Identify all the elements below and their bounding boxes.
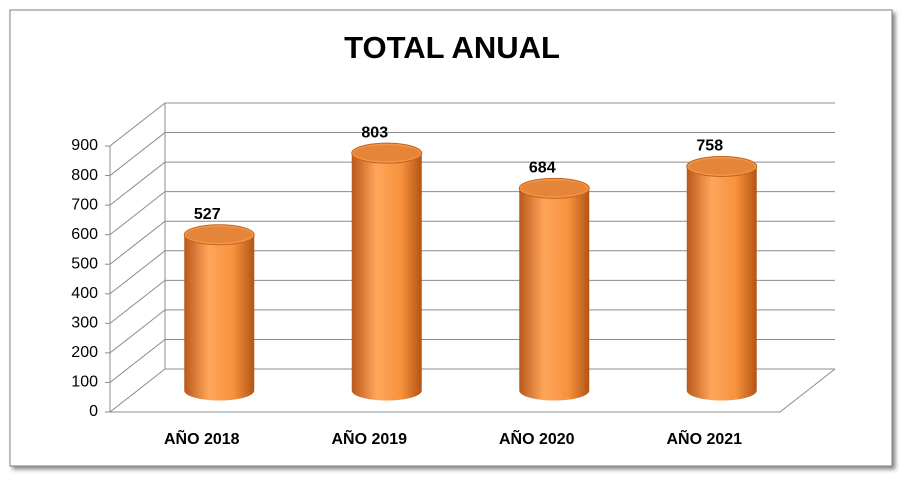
data-label: 527 (194, 206, 221, 223)
x-tick-label: AÑO 2018 (164, 428, 240, 448)
cylinder (519, 188, 590, 401)
grid-line (109, 161, 835, 206)
y-tick-label: 900 (71, 137, 98, 154)
cylinder (351, 153, 422, 401)
x-tick-label: AÑO 2019 (331, 428, 407, 448)
data-label: 758 (696, 138, 723, 155)
chart-title: TOTAL ANUAL (344, 30, 560, 65)
y-tick-label: 0 (89, 403, 98, 420)
grid-line (109, 250, 835, 295)
y-tick-label: 100 (71, 374, 98, 391)
grid-line (109, 220, 835, 265)
grid-line (109, 338, 835, 383)
y-tick-label: 500 (71, 255, 98, 272)
y-tick-label: 700 (71, 196, 98, 213)
cylinder-top-shade (186, 226, 253, 243)
grid-line (109, 191, 835, 236)
grid-line (109, 132, 835, 176)
grid-line (109, 309, 835, 354)
data-label: 803 (361, 124, 388, 141)
floor (110, 368, 836, 413)
cylinder (686, 166, 757, 401)
cylinder (184, 234, 255, 401)
cylinder-top-shade (353, 145, 420, 162)
grid-line (109, 279, 835, 324)
data-label: 684 (529, 160, 556, 177)
grid-line (109, 368, 835, 413)
y-tick-label: 400 (71, 285, 98, 302)
cylinder-top-shade (688, 158, 755, 175)
grid-line (109, 102, 835, 147)
chart-frame (9, 9, 893, 467)
y-tick-label: 200 (71, 344, 98, 361)
y-tick-label: 300 (71, 315, 98, 332)
y-tick-label: 800 (71, 167, 98, 184)
y-tick-label: 600 (71, 226, 98, 243)
cylinder-top-shade (521, 180, 588, 197)
x-tick-label: AÑO 2021 (666, 428, 742, 448)
x-tick-label: AÑO 2020 (499, 428, 575, 448)
